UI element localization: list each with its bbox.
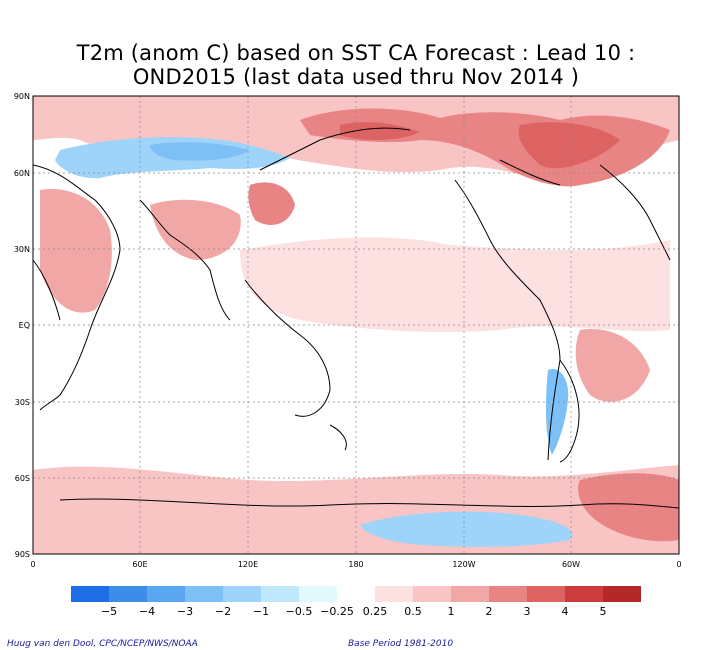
colorbar-swatch xyxy=(109,586,147,602)
colorbar-swatch xyxy=(565,586,603,602)
colorbar-swatch xyxy=(185,586,223,602)
lon-label: 180 xyxy=(348,560,363,569)
colorbar-label: −0.25 xyxy=(320,605,354,618)
anomaly-region-antarctic-cold xyxy=(360,511,573,547)
colorbar-swatch xyxy=(147,586,185,602)
lon-label: 60W xyxy=(562,560,580,569)
colorbar-swatch xyxy=(451,586,489,602)
colorbar-label: 5 xyxy=(600,605,607,618)
lon-label: 60E xyxy=(132,560,147,569)
map-title-line-2: OND2015 (last data used thru Nov 2014 ) xyxy=(132,65,580,89)
coastlines xyxy=(33,127,679,509)
anomaly-region-siberia-strong xyxy=(340,122,620,169)
colorbar-label: 1 xyxy=(448,605,455,618)
lon-label: 0 xyxy=(676,560,681,569)
colorbar-swatch xyxy=(375,586,413,602)
colorbar-swatch xyxy=(223,586,261,602)
colorbar-swatch xyxy=(603,586,641,602)
colorbar-swatch xyxy=(489,586,527,602)
colorbar-label: −4 xyxy=(139,605,155,618)
colorbar-label: 4 xyxy=(562,605,569,618)
colorbar-label: 3 xyxy=(524,605,531,618)
colorbar-swatch xyxy=(261,586,299,602)
colorbar-label: 0.25 xyxy=(363,605,388,618)
lat-label: EQ xyxy=(19,321,30,330)
lat-label: 60N xyxy=(14,169,30,178)
longitude-axis: 0 60E 120E 180 120W 60W 0 xyxy=(30,560,681,569)
graticule xyxy=(33,96,679,554)
colorbar-swatch xyxy=(71,586,109,602)
anomaly-region-antarctic-warm-east xyxy=(578,473,679,542)
colorbar: −5 −4 −3 −2 −1 −0.5 −0.25 0.25 0.5 1 2 3 4 5 xyxy=(71,586,641,618)
lat-label: 30S xyxy=(15,398,30,407)
lat-label: 30N xyxy=(14,245,30,254)
colorbar-label: 0.5 xyxy=(404,605,422,618)
colorbar-label: 2 xyxy=(486,605,493,618)
lon-label: 0 xyxy=(30,560,35,569)
anomaly-region-asia-warm xyxy=(150,199,241,260)
anomaly-region-south-atlantic-warm xyxy=(575,329,650,402)
latitude-axis: 90N 60N 30N EQ 30S 60S 90S xyxy=(14,92,30,559)
colorbar-label: −5 xyxy=(101,605,117,618)
colorbar-swatch xyxy=(299,586,337,602)
colorbar-swatch xyxy=(337,586,375,602)
lat-label: 90N xyxy=(14,92,30,101)
lon-label: 120E xyxy=(238,560,258,569)
map-frame xyxy=(32,95,680,555)
map-title-line-1: T2m (anom C) based on SST CA Forecast : … xyxy=(76,41,636,65)
anomaly-region-north-america-colder xyxy=(150,142,250,161)
anomaly-region-africa-warm xyxy=(40,189,112,313)
colorbar-swatch xyxy=(527,586,565,602)
anomaly-region-south-america-cold xyxy=(545,369,569,455)
anomaly-region-tibet-warm xyxy=(248,182,295,225)
credit-base-period: Base Period 1981-2010 xyxy=(348,639,454,649)
colorbar-swatch xyxy=(413,586,451,602)
colorbar-label: −2 xyxy=(215,605,231,618)
lat-label: 60S xyxy=(15,474,30,483)
lon-label: 120W xyxy=(452,560,475,569)
anomaly-region-pacific-warm xyxy=(240,237,670,332)
lat-label: 90S xyxy=(15,550,30,559)
colorbar-label: −1 xyxy=(253,605,269,618)
colorbar-label: −3 xyxy=(177,605,193,618)
colorbar-label: −0.5 xyxy=(286,605,313,618)
credit-author: Huug van den Dool, CPC/NCEP/NWS/NOAA xyxy=(7,639,198,649)
